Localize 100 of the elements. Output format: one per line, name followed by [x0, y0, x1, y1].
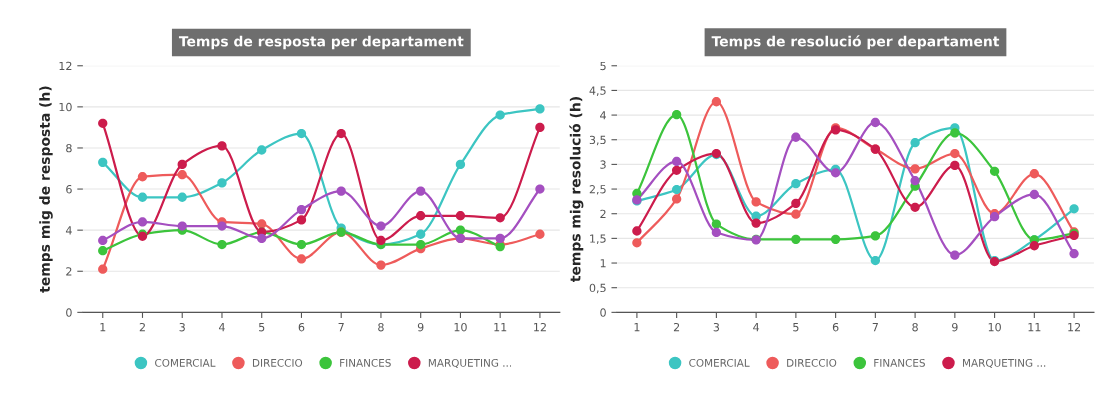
point [989, 166, 1000, 176]
y-tick-label: 2,5 [589, 185, 606, 195]
point [416, 229, 426, 239]
x-tick-label: 11 [494, 323, 507, 332]
legend-label: COMERCIAL [155, 358, 216, 367]
point [296, 204, 307, 215]
point [632, 226, 642, 236]
legend-label: DIRECCIO [252, 358, 303, 367]
point [910, 164, 920, 174]
point [217, 141, 227, 151]
y-tick-label: 10 [59, 102, 72, 112]
point [1029, 241, 1039, 251]
y-axis-title: temps mig de resposta (h) [39, 86, 53, 293]
point [950, 160, 960, 171]
point [671, 184, 682, 195]
chart-title: Temps de resolució per departament [711, 35, 1000, 50]
point [751, 197, 761, 207]
y-tick-label: 1 [600, 259, 606, 268]
point [910, 202, 920, 212]
point [495, 233, 505, 244]
point [98, 118, 108, 128]
x-tick-label: 9 [417, 322, 424, 332]
point [535, 229, 545, 239]
point [671, 165, 682, 175]
point [137, 192, 148, 202]
y-tick-label: 0,5 [589, 283, 606, 294]
point [1029, 189, 1039, 200]
point [830, 234, 841, 245]
x-tick-label: 5 [259, 323, 265, 332]
x-tick-label: 12 [1068, 322, 1081, 332]
point [791, 132, 801, 142]
point [791, 198, 801, 209]
legend-label: MARQUETING ... [963, 358, 1046, 368]
x-tick-label: 10 [988, 322, 1001, 332]
point [1029, 169, 1039, 179]
point [416, 186, 426, 196]
point [376, 221, 386, 231]
point [711, 219, 722, 229]
point [535, 104, 545, 114]
point [791, 234, 801, 245]
point [296, 128, 307, 139]
point [336, 186, 346, 196]
point [671, 156, 682, 167]
x-tick-label: 6 [298, 322, 305, 332]
point [711, 227, 722, 238]
point [98, 264, 108, 274]
x-tick-label: 4 [753, 323, 760, 332]
point [455, 159, 466, 170]
x-tick-label: 3 [179, 322, 185, 332]
point [1069, 249, 1079, 259]
x-tick-label: 7 [872, 323, 878, 332]
chart-title: Temps de resposta per departament [178, 35, 464, 50]
y-tick-label: 4 [65, 226, 72, 235]
point [910, 176, 920, 186]
x-tick-label: 4 [218, 323, 225, 332]
x-tick-label: 2 [673, 322, 680, 332]
x-tick-label: 12 [534, 322, 546, 332]
point [296, 254, 307, 264]
legend-label: COMERCIAL [689, 358, 750, 367]
point [137, 217, 148, 227]
point [376, 260, 386, 270]
point [98, 246, 108, 256]
point [217, 239, 227, 250]
legend-label: DIRECCIO [787, 358, 837, 367]
x-tick-label: 8 [912, 322, 918, 332]
point [870, 231, 881, 241]
point [455, 211, 466, 221]
point [416, 239, 426, 250]
y-tick-label: 1,5 [590, 234, 606, 244]
legend-label: FINANCES [340, 358, 391, 367]
point [751, 218, 761, 228]
point [495, 213, 505, 223]
point [98, 157, 108, 167]
point [632, 238, 642, 248]
x-tick-label: 1 [634, 323, 640, 332]
point [910, 138, 920, 148]
point [950, 128, 960, 138]
point [535, 122, 545, 133]
point [1069, 204, 1079, 214]
point [711, 97, 722, 107]
x-tick-label: 2 [139, 322, 145, 332]
y-tick-label: 3,5 [589, 135, 606, 146]
y-tick-label: 4,5 [589, 86, 606, 96]
point [177, 170, 187, 180]
point [257, 219, 267, 229]
point [217, 178, 227, 188]
point [495, 110, 505, 120]
y-tick-label: 2 [66, 267, 72, 276]
point [296, 239, 307, 250]
y-tick-label: 0 [600, 308, 606, 317]
point [870, 117, 881, 128]
x-tick-label: 11 [1028, 323, 1041, 332]
point [791, 178, 801, 189]
y-tick-label: 12 [59, 61, 72, 70]
x-tick-label: 9 [952, 322, 958, 332]
point [416, 211, 426, 221]
x-tick-label: 7 [338, 323, 344, 332]
y-axis-title: temps mig resolució (h) [569, 97, 584, 283]
point [671, 194, 682, 204]
point [671, 109, 682, 120]
